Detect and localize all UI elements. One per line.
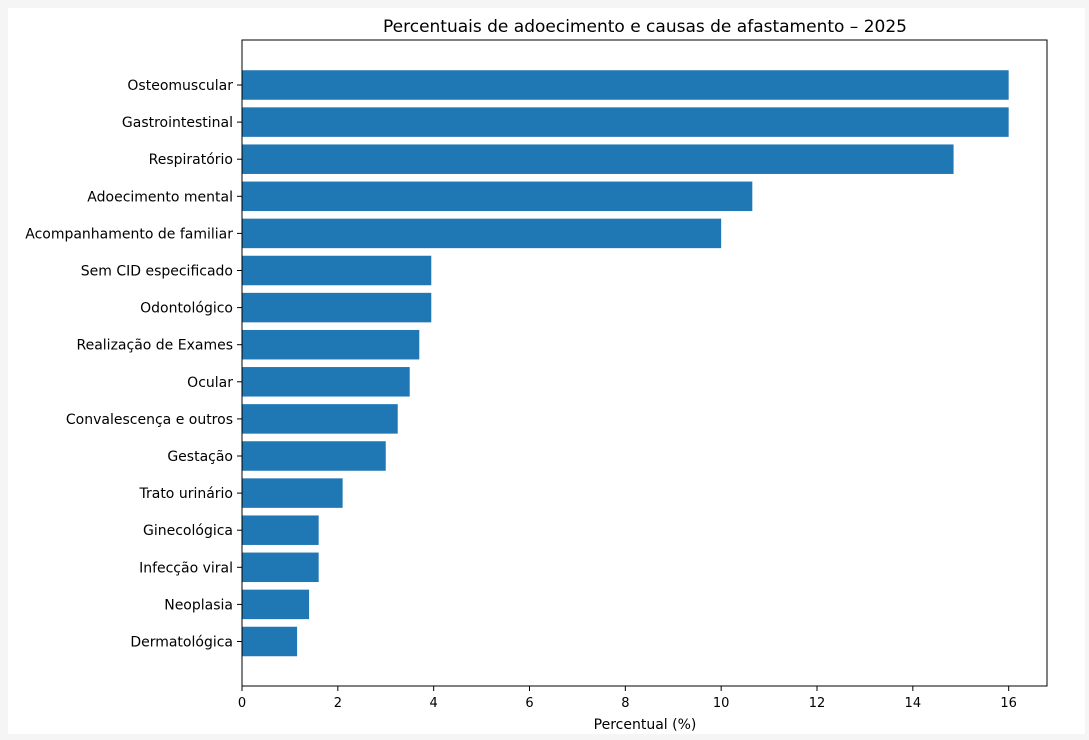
x-tick-label: 16	[1000, 696, 1017, 711]
y-tick-label: Trato urinário	[138, 486, 233, 502]
y-tick-label: Respiratório	[149, 152, 233, 168]
x-tick-label: 2	[334, 696, 342, 711]
bar	[242, 441, 386, 471]
x-tick-label: 12	[809, 696, 826, 711]
y-tick-label: Neoplasia	[164, 597, 233, 613]
y-tick-label: Realização de Exames	[77, 338, 234, 354]
x-tick-label: 10	[713, 696, 730, 711]
x-axis-label: Percentual (%)	[594, 717, 697, 733]
x-tick-label: 8	[621, 696, 629, 711]
bar	[242, 404, 398, 434]
y-tick-label: Odontológico	[140, 301, 233, 317]
bar	[242, 626, 298, 657]
bar	[242, 589, 310, 620]
bar	[242, 218, 722, 249]
x-tick-label: 6	[525, 696, 533, 711]
y-tick-label: Infecção viral	[139, 560, 233, 576]
y-tick-label: Sem CID especificado	[81, 264, 233, 280]
bar	[242, 329, 420, 360]
x-tick-label: 0	[238, 696, 246, 711]
bar	[242, 515, 319, 545]
y-tick-label: Dermatológica	[130, 635, 233, 651]
chart-title: Percentuais de adoecimento e causas de a…	[383, 17, 907, 37]
y-tick-label: Ocular	[187, 375, 233, 391]
bar	[242, 107, 1009, 137]
x-tick-label: 14	[905, 696, 922, 711]
bar	[242, 255, 432, 286]
y-tick-label: Adoecimento mental	[87, 189, 233, 205]
bar	[242, 478, 343, 508]
bar	[242, 181, 753, 212]
y-tick-labels: Osteomuscular Gastrointestinal Respiratóri…	[25, 78, 242, 651]
y-tick-label: Gestação	[167, 449, 233, 465]
y-tick-label: Ginecológica	[143, 523, 233, 539]
y-tick-label: Convalescença e outros	[66, 412, 233, 428]
x-tick-label: 4	[430, 696, 438, 711]
y-tick-label: Acompanhamento de familiar	[25, 226, 233, 242]
plot-frame	[241, 39, 1048, 687]
bar	[242, 552, 319, 583]
bar	[242, 144, 954, 174]
y-tick-label: Gastrointestinal	[122, 115, 233, 131]
bar	[242, 292, 432, 323]
x-axis: 0 2 4 6 8 10 12 14 16	[238, 686, 1017, 711]
y-tick-label: Osteomuscular	[127, 78, 233, 94]
bars-group	[242, 70, 1009, 657]
bar	[242, 367, 410, 397]
bar	[242, 70, 1009, 100]
